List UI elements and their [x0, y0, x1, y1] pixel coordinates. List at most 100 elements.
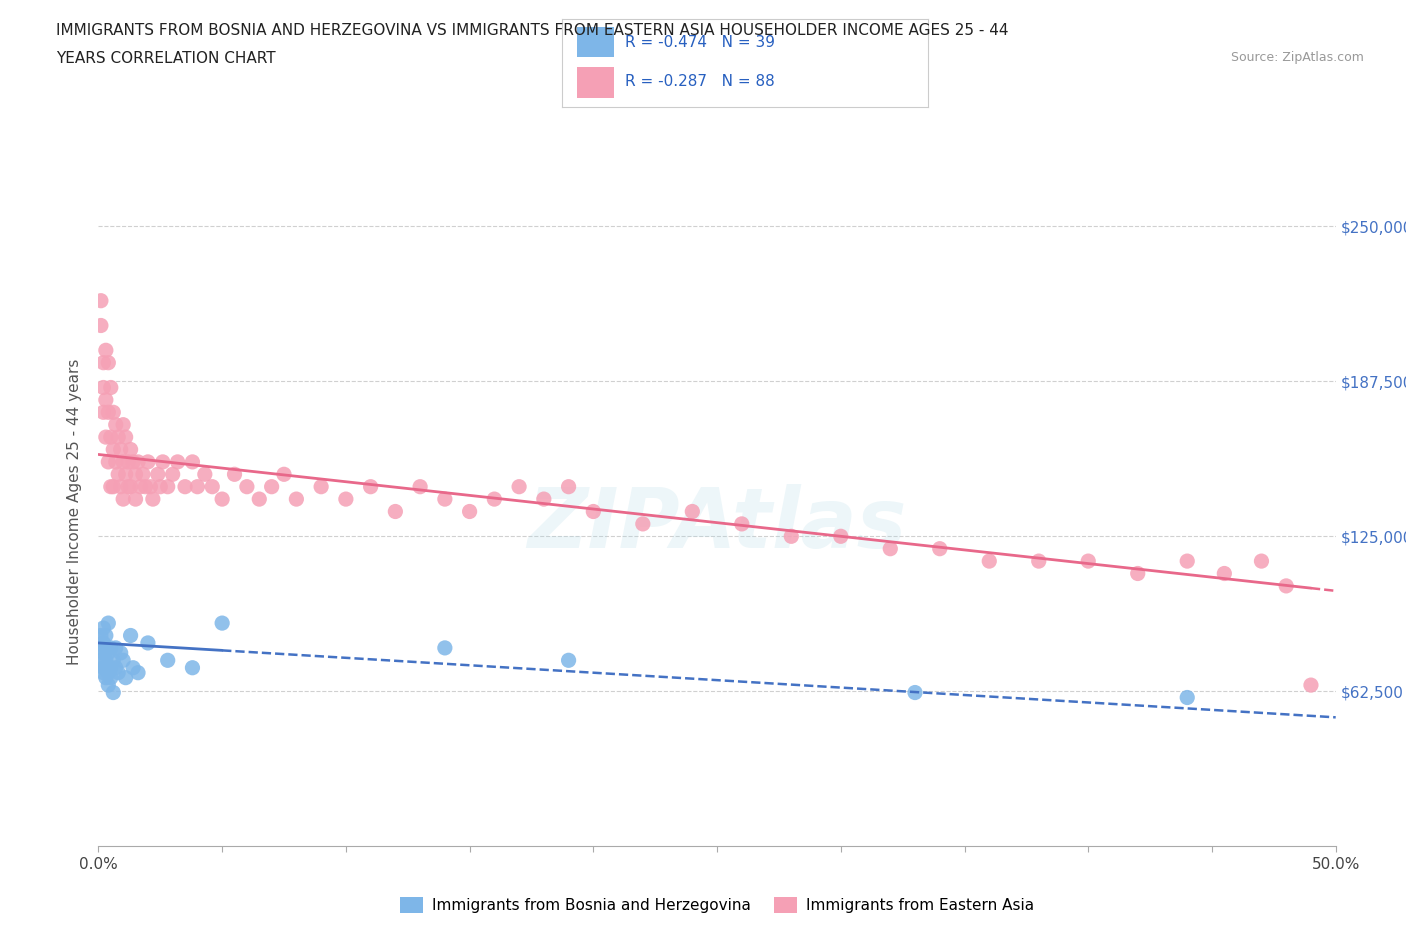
Point — [149, 479, 172, 494]
Point — [97, 455, 120, 470]
Point — [90, 293, 112, 308]
Point — [100, 479, 122, 494]
Text: R = -0.474   N = 39: R = -0.474 N = 39 — [624, 34, 775, 49]
Point — [181, 455, 204, 470]
Point — [1175, 690, 1198, 705]
Point — [112, 492, 135, 507]
Point — [90, 628, 112, 643]
Point — [127, 455, 149, 470]
Point — [211, 616, 233, 631]
Point — [110, 442, 132, 457]
Point — [104, 660, 127, 675]
Text: YEARS CORRELATION CHART: YEARS CORRELATION CHART — [56, 51, 276, 66]
Point — [273, 467, 295, 482]
Point — [94, 628, 117, 643]
Point — [103, 442, 125, 457]
Point — [127, 665, 149, 680]
Point — [1126, 566, 1149, 581]
Point — [112, 653, 135, 668]
Point — [1077, 553, 1099, 568]
Point — [114, 467, 136, 482]
FancyBboxPatch shape — [576, 67, 613, 99]
Point — [174, 479, 197, 494]
Point — [117, 455, 139, 470]
Point — [94, 430, 117, 445]
Point — [879, 541, 901, 556]
Point — [360, 479, 382, 494]
Point — [90, 641, 112, 656]
Point — [124, 467, 146, 482]
Point — [94, 392, 117, 407]
Point — [582, 504, 605, 519]
Text: R = -0.287   N = 88: R = -0.287 N = 88 — [624, 74, 775, 89]
Point — [120, 628, 142, 643]
Point — [97, 355, 120, 370]
Point — [93, 355, 115, 370]
Point — [201, 479, 224, 494]
Point — [780, 529, 803, 544]
Point — [100, 380, 122, 395]
Point — [117, 479, 139, 494]
Point — [1250, 553, 1272, 568]
Text: Source: ZipAtlas.com: Source: ZipAtlas.com — [1230, 51, 1364, 64]
Point — [904, 685, 927, 700]
Point — [93, 665, 115, 680]
Point — [94, 653, 117, 668]
Point — [107, 430, 129, 445]
Point — [122, 455, 145, 470]
Point — [97, 645, 120, 660]
Point — [458, 504, 481, 519]
Point — [1175, 553, 1198, 568]
Point — [631, 516, 654, 531]
Point — [97, 405, 120, 419]
Point — [90, 653, 112, 668]
Point — [194, 467, 217, 482]
Point — [103, 479, 125, 494]
Point — [100, 660, 122, 675]
Point — [335, 492, 357, 507]
Point — [136, 455, 159, 470]
Point — [93, 635, 115, 650]
Point — [129, 479, 152, 494]
Point — [104, 418, 127, 432]
Point — [557, 479, 579, 494]
Point — [146, 467, 169, 482]
Point — [681, 504, 703, 519]
Point — [484, 492, 506, 507]
Point — [110, 479, 132, 494]
Point — [309, 479, 332, 494]
Point — [112, 418, 135, 432]
Point — [1213, 566, 1236, 581]
Point — [1299, 678, 1322, 693]
Point — [285, 492, 308, 507]
Point — [97, 616, 120, 631]
Point — [122, 660, 145, 675]
Point — [260, 479, 283, 494]
Point — [152, 455, 174, 470]
Point — [103, 685, 125, 700]
Point — [93, 660, 115, 675]
FancyBboxPatch shape — [576, 27, 613, 58]
Point — [830, 529, 852, 544]
Point — [124, 492, 146, 507]
Point — [211, 492, 233, 507]
Point — [533, 492, 555, 507]
Point — [928, 541, 950, 556]
Point — [94, 641, 117, 656]
Point — [134, 479, 156, 494]
Point — [224, 467, 246, 482]
Point — [100, 641, 122, 656]
Point — [94, 671, 117, 685]
Point — [110, 645, 132, 660]
Point — [139, 479, 162, 494]
Point — [433, 641, 456, 656]
Point — [181, 660, 204, 675]
Point — [104, 641, 127, 656]
Point — [100, 671, 122, 685]
Point — [90, 318, 112, 333]
Point — [156, 653, 179, 668]
Point — [384, 504, 406, 519]
Point — [97, 678, 120, 693]
Legend: Immigrants from Bosnia and Herzegovina, Immigrants from Eastern Asia: Immigrants from Bosnia and Herzegovina, … — [394, 891, 1040, 919]
Point — [409, 479, 432, 494]
